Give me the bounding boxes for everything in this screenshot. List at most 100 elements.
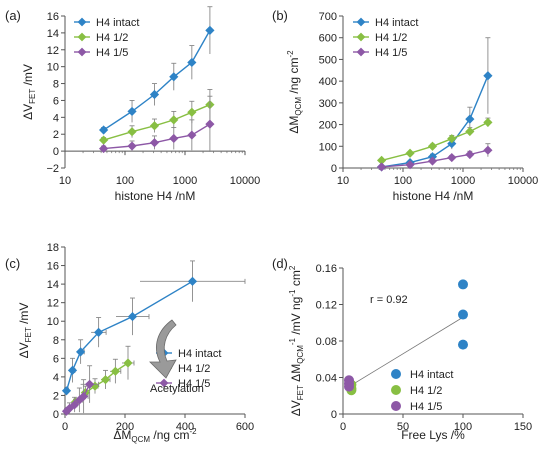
series-line bbox=[103, 123, 211, 150]
y-tick-label: 14 bbox=[47, 279, 59, 291]
data-point bbox=[187, 130, 197, 140]
data-point bbox=[149, 89, 160, 100]
series-h4-1-2: H4 1/2 bbox=[353, 32, 493, 165]
data-point bbox=[149, 138, 160, 148]
x-tick-label: 200 bbox=[116, 421, 134, 433]
series-line bbox=[381, 75, 489, 168]
series-h4-1-5: H4 1/5 bbox=[344, 375, 442, 413]
y-tick-label: 700 bbox=[319, 11, 337, 23]
x-tick-label: 0 bbox=[62, 421, 68, 433]
x-axis-label: ΔMQCM /ng cm-2 bbox=[113, 427, 197, 444]
data-point bbox=[149, 121, 160, 131]
y-tick-label: 4 bbox=[53, 372, 59, 384]
y-tick-label: 500 bbox=[319, 54, 337, 66]
y-tick-label: 600 bbox=[319, 33, 337, 45]
x-tick-label: 150 bbox=[514, 421, 532, 433]
y-tick-label: 0.08 bbox=[316, 336, 337, 348]
y-tick-label: 8 bbox=[53, 79, 59, 91]
y-tick-label: 16 bbox=[47, 11, 59, 23]
data-point bbox=[99, 143, 109, 154]
x-tick-label: 100 bbox=[394, 175, 412, 187]
y-tick-label: 12 bbox=[47, 298, 59, 310]
y-tick-label: 2 bbox=[53, 390, 59, 402]
y-tick-label: 12 bbox=[47, 45, 59, 57]
series-h4-1-5: H4 1/5 bbox=[61, 365, 210, 416]
legend-marker bbox=[356, 32, 366, 42]
data-point bbox=[123, 358, 133, 368]
data-point bbox=[169, 72, 179, 82]
data-point bbox=[100, 375, 111, 385]
legend-label: H4 intact bbox=[375, 17, 418, 29]
legend-label: H4 1/5 bbox=[96, 47, 128, 59]
data-point bbox=[187, 276, 198, 286]
data-point bbox=[483, 71, 493, 81]
series-h4-intact: H4 intact bbox=[353, 17, 493, 172]
panel-label: (b) bbox=[272, 8, 288, 23]
data-point bbox=[64, 403, 75, 414]
x-tick-label: 10 bbox=[59, 175, 71, 187]
legend-marker bbox=[391, 385, 401, 395]
data-point bbox=[465, 149, 475, 160]
series-h4-intact: H4 intact bbox=[74, 6, 215, 135]
y-tick-label: 10 bbox=[47, 62, 59, 74]
series-line bbox=[103, 30, 211, 131]
y-axis-label: ΔMQCM /ng cm-2 bbox=[286, 50, 303, 134]
data-point bbox=[483, 145, 493, 155]
x-tick-label: 400 bbox=[176, 421, 194, 433]
legend-label: H4 1/5 bbox=[410, 401, 442, 413]
data-point bbox=[85, 379, 95, 389]
panel-label: (c) bbox=[5, 256, 20, 271]
x-axis-label: Free Lys /% bbox=[401, 428, 465, 442]
panel-d: (d) 0 0.04 0.08 0.12 0.16 0 50 100 150 Free Lys /%… bbox=[272, 256, 532, 442]
data-point bbox=[99, 125, 109, 135]
series-h4-1-2: H4 1/2 bbox=[74, 32, 215, 145]
data-point bbox=[94, 327, 104, 337]
y-tick-label: 0.16 bbox=[316, 263, 337, 275]
data-point bbox=[205, 25, 215, 35]
x-tick-label: 10000 bbox=[230, 175, 261, 187]
series-line bbox=[65, 280, 193, 391]
data-point bbox=[405, 148, 415, 158]
x-axis-label: histone H4 /nM bbox=[393, 189, 474, 203]
y-tick-label: 0.12 bbox=[316, 300, 337, 312]
data-point bbox=[458, 279, 468, 290]
legend-label: H4 1/2 bbox=[410, 385, 442, 397]
data-point bbox=[74, 395, 84, 405]
y-axis-label: ΔVFET ΔMQCM-1 /mV ng-1 cm2 bbox=[288, 265, 305, 416]
data-point bbox=[127, 127, 137, 137]
x-tick-label: 10000 bbox=[508, 175, 539, 187]
legend-marker bbox=[391, 369, 401, 379]
data-point bbox=[127, 106, 137, 117]
data-point bbox=[344, 381, 354, 392]
y-tick-label: 0 bbox=[331, 163, 337, 175]
data-point bbox=[483, 117, 493, 127]
y-tick-label: 0 bbox=[53, 409, 59, 421]
data-point bbox=[377, 162, 387, 172]
x-tick-label: 50 bbox=[397, 421, 409, 433]
y-tick-label: 0 bbox=[331, 409, 337, 421]
data-point bbox=[127, 311, 138, 322]
y-tick-label: 6 bbox=[53, 353, 59, 365]
series-h4-1-5: H4 1/5 bbox=[353, 47, 493, 172]
annotation-acetylation: Acetylation bbox=[150, 383, 204, 395]
data-point bbox=[427, 156, 438, 166]
y-tick-label: 4 bbox=[53, 112, 59, 124]
y-tick-label: 0 bbox=[53, 146, 59, 158]
x-tick-label: 100 bbox=[116, 175, 134, 187]
data-point bbox=[90, 381, 100, 391]
data-point bbox=[76, 347, 86, 357]
y-tick-label: 100 bbox=[319, 141, 337, 153]
legend-label: H4 1/5 bbox=[375, 47, 407, 59]
panel-label: (d) bbox=[272, 256, 288, 271]
panel-label: (a) bbox=[5, 8, 21, 23]
data-point bbox=[61, 386, 72, 396]
panel-b: (b) 0 100 200 300 400 500 600 700 10 100 1000 10000 h… bbox=[272, 8, 538, 203]
series-h4-1-5: H4 1/5 bbox=[74, 47, 215, 154]
data-point bbox=[427, 141, 438, 151]
y-tick-label: 400 bbox=[319, 76, 337, 88]
data-point bbox=[405, 160, 415, 170]
y-tick-label: 8 bbox=[53, 335, 59, 347]
y-tick-label: 2 bbox=[53, 129, 59, 141]
data-point bbox=[79, 391, 89, 401]
y-tick-label: 0.04 bbox=[316, 373, 337, 385]
